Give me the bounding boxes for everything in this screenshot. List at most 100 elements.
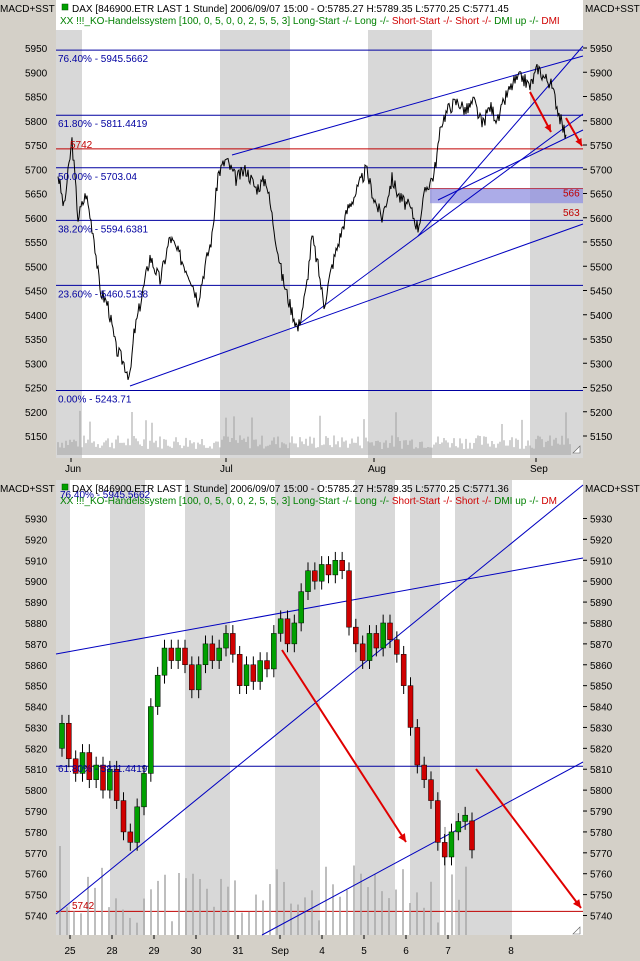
day-label: Sep [271,946,289,957]
y-tick-label-right: 5820 [590,744,613,755]
fib-label: 38.20% - 5594.6381 [58,224,149,235]
y-tick-label-right: 5920 [590,535,613,546]
y-tick-label-left: 5550 [25,238,48,249]
plot-area [56,0,583,458]
y-tick-label-left: 5350 [25,335,48,346]
y-tick-label-right: 5650 [590,190,613,201]
y-tick-label-left: 5910 [25,556,48,567]
fib-label: 0.00% - 5243.71 [58,395,132,406]
month-label: Jun [65,464,81,475]
candle [455,821,462,833]
y-tick-label-right: 5200 [590,408,613,419]
daily-chart-svg[interactable]: 5150 5150 5200 5200 5250 5250 5300 5300 5350 5350… [0,0,640,475]
y-tick-label-right: 5840 [590,703,613,714]
resize-grip-icon[interactable] [572,445,581,454]
corner-left-label: MACD+SST [0,4,55,15]
down-arrow [475,768,582,909]
fib-label: 61.80% - 5811.4419 [58,119,148,130]
candle [284,618,291,645]
candle [59,723,65,749]
candle [154,674,161,707]
candle [250,664,257,682]
month-label: Sep [530,464,548,475]
candle [277,618,284,634]
y-tick-label-left: 5880 [25,619,48,630]
y-tick-label-left: 5920 [25,535,48,546]
y-tick-label-left: 5600 [25,214,48,225]
candle [127,831,134,843]
y-tick-label-right: 5350 [590,335,613,346]
y-tick-label-right: 5400 [590,311,613,322]
candle [428,779,434,801]
header-line2: XX !!!_KO-Handelssystem [100, 0, 5, 0, 0… [60,16,560,27]
daily-chart-panel[interactable]: 5150 5150 5200 5200 5250 5250 5300 5300 5350 5350… [0,0,640,475]
y-tick-label-right: 5850 [590,93,613,104]
y-tick-label-right: 5750 [590,891,613,902]
y-tick-label-right: 5930 [590,515,613,526]
y-tick-label-right: 5760 [590,870,613,881]
y-tick-label-right: 5300 [590,359,613,370]
session-shade [275,480,320,935]
candle [394,639,400,655]
candle [435,800,441,843]
y-tick-label-right: 5910 [590,556,613,567]
candle [332,560,339,576]
candle [441,842,448,858]
session-shade [355,480,395,935]
candle [223,633,229,649]
hourly-chart-panel[interactable]: 5740 5740 5750 5750 5760 5760 5770 5770 5780 5780… [0,480,640,961]
trend-line [231,55,584,156]
corner-left-label: MACD+SST [0,484,55,495]
candle [134,806,140,843]
ghost-fib-label: 76.40% - 5945.5662 [60,490,151,501]
period-shade [530,30,583,458]
hourly-chart-svg[interactable]: 5740 5740 5750 5750 5760 5760 5770 5770 5780 5780… [0,480,640,961]
series-marker-icon [61,3,69,11]
y-tick-label-left: 5950 [25,44,48,55]
candle [407,685,414,728]
y-tick-label-left: 5750 [25,891,48,902]
candle [189,664,195,691]
candle [72,758,79,774]
session-shade [455,480,512,935]
candle [79,752,86,774]
y-tick-label-left: 5890 [25,598,48,609]
candle [414,727,421,766]
candle [359,643,366,661]
fib-label: 23.60% - 5460.5138 [58,289,149,300]
trend-line [129,223,584,387]
candle [93,764,99,780]
y-tick-label-left: 5500 [25,262,48,273]
trend-line [437,129,584,201]
session-shade [56,480,70,935]
candle [318,564,325,582]
support-label: 5742 [70,140,93,151]
candle [120,800,127,833]
y-tick-label-right: 5150 [590,432,613,443]
candle [243,664,250,686]
candle [209,643,216,661]
y-tick-label-left: 5850 [25,682,48,693]
y-tick-label-right: 5740 [590,912,613,923]
candle [195,664,202,691]
y-tick-label-right: 5750 [590,141,613,152]
candle [421,764,427,780]
corner-right-label: MACD+SST [585,484,640,495]
month-label: Aug [368,464,386,475]
day-label: 28 [106,946,118,957]
y-tick-label-left: 5830 [25,723,48,734]
y-tick-label-left: 5750 [25,141,48,152]
y-tick-label-left: 5870 [25,640,48,651]
y-tick-label-left: 5800 [25,117,48,128]
down-arrow [529,91,552,133]
session-shade [185,480,230,935]
trend-line [297,113,584,326]
resize-grip-icon[interactable] [572,926,581,935]
session-shade [410,480,440,935]
candle [230,633,236,655]
zone-label: 563 [563,208,580,219]
down-arrow [281,649,407,843]
candle [141,773,147,808]
y-tick-label-right: 5900 [590,68,613,79]
y-tick-label-right: 5790 [590,807,613,818]
